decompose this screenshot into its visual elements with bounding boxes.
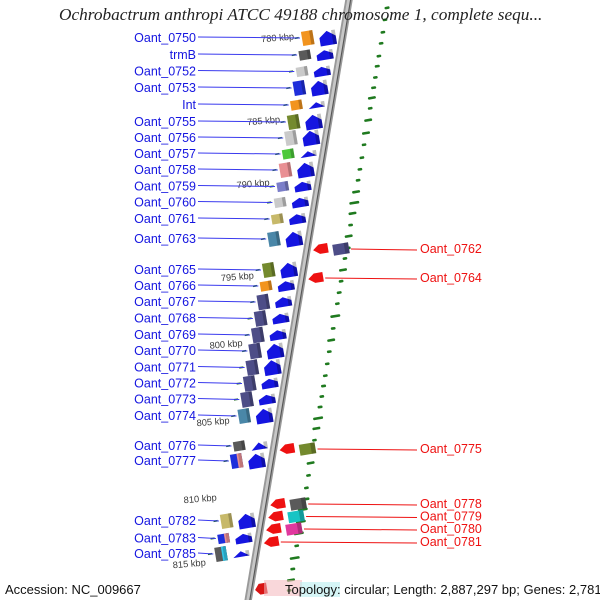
svg-text:Oant_0750: Oant_0750 bbox=[134, 31, 196, 45]
svg-text:Oant_0774: Oant_0774 bbox=[134, 409, 196, 423]
svg-text:Int: Int bbox=[182, 98, 196, 112]
svg-text:Oant_0771: Oant_0771 bbox=[134, 361, 196, 375]
svg-text:Oant_0757: Oant_0757 bbox=[134, 147, 196, 161]
svg-text:Oant_0752: Oant_0752 bbox=[134, 65, 196, 79]
svg-text:Oant_0782: Oant_0782 bbox=[134, 514, 196, 528]
svg-text:Oant_0756: Oant_0756 bbox=[134, 131, 196, 145]
svg-text:Oant_0759: Oant_0759 bbox=[134, 180, 196, 194]
svg-text:Oant_0780: Oant_0780 bbox=[420, 522, 482, 536]
svg-text:Oant_0775: Oant_0775 bbox=[420, 442, 482, 456]
svg-text:Oant_0767: Oant_0767 bbox=[134, 295, 196, 309]
svg-text:Oant_0763: Oant_0763 bbox=[134, 232, 196, 246]
svg-text:Oant_0760: Oant_0760 bbox=[134, 196, 196, 210]
svg-text:Oant_0785: Oant_0785 bbox=[134, 547, 196, 561]
svg-text:Oant_0755: Oant_0755 bbox=[134, 115, 196, 129]
svg-text:Oant_0753: Oant_0753 bbox=[134, 81, 196, 95]
svg-text:795 kbp: 795 kbp bbox=[220, 271, 254, 284]
svg-text:Oant_0770: Oant_0770 bbox=[134, 344, 196, 358]
svg-text:Oant_0769: Oant_0769 bbox=[134, 328, 196, 342]
svg-text:785 kbp: 785 kbp bbox=[247, 115, 281, 128]
svg-text:Oant_0768: Oant_0768 bbox=[134, 312, 196, 326]
svg-text:Oant_0773: Oant_0773 bbox=[134, 393, 196, 407]
svg-text:Oant_0764: Oant_0764 bbox=[420, 271, 482, 285]
svg-text:810 kbp: 810 kbp bbox=[183, 493, 217, 506]
svg-text:Oant_0758: Oant_0758 bbox=[134, 163, 196, 177]
svg-text:Oant_0761: Oant_0761 bbox=[134, 212, 196, 226]
svg-text:Oant_0766: Oant_0766 bbox=[134, 279, 196, 293]
svg-text:Oant_0772: Oant_0772 bbox=[134, 377, 196, 391]
svg-text:Oant_0762: Oant_0762 bbox=[420, 242, 482, 256]
svg-text:Oant_0777: Oant_0777 bbox=[134, 454, 196, 468]
svg-text:Oant_0781: Oant_0781 bbox=[420, 535, 482, 549]
svg-text:trmB: trmB bbox=[170, 48, 196, 62]
svg-text:800 kbp: 800 kbp bbox=[209, 338, 243, 351]
svg-text:Oant_0765: Oant_0765 bbox=[134, 263, 196, 277]
svg-text:Oant_0776: Oant_0776 bbox=[134, 439, 196, 453]
svg-text:Oant_0783: Oant_0783 bbox=[134, 532, 196, 546]
svg-text:805 kbp: 805 kbp bbox=[196, 416, 230, 429]
svg-text:790 kbp: 790 kbp bbox=[236, 178, 270, 191]
